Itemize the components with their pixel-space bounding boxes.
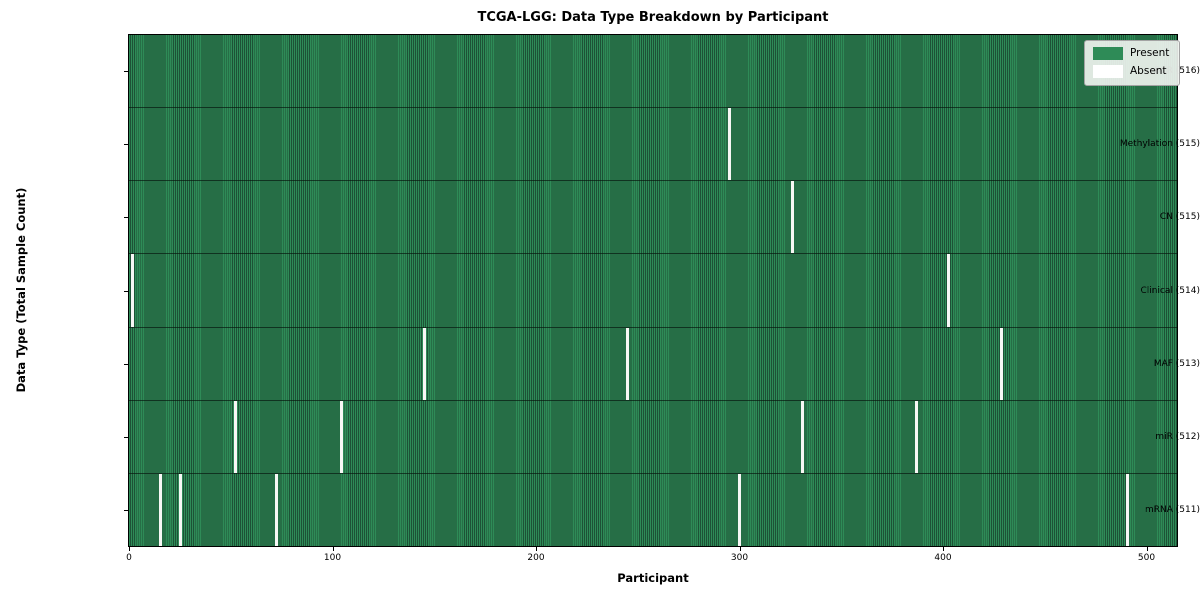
y-tick-label-Clinical: Clinical (514) — [1140, 285, 1200, 296]
absent-gap-miR-387 — [914, 400, 918, 473]
row-mRNA — [129, 472, 1177, 546]
y-tick-mark — [124, 144, 128, 145]
legend: Present Absent — [1084, 40, 1181, 86]
absent-gap-MAF-429 — [999, 327, 1003, 400]
absent-gap-miR-104 — [339, 400, 343, 473]
y-tick-label-CN: CN (515) — [1159, 212, 1200, 223]
y-tick-label-Methylation: Methylation (515) — [1119, 138, 1200, 149]
row-miR — [129, 399, 1177, 473]
x-tick-mark-100 — [332, 547, 334, 551]
x-tick-label-500: 500 — [1137, 553, 1156, 563]
absent-gap-mRNA-72 — [274, 473, 278, 546]
absent-gap-Clinical-1 — [130, 254, 134, 327]
absent-gap-CN-326 — [790, 181, 794, 254]
row-Methylation — [129, 107, 1177, 181]
y-axis-label: Data Type (Total Sample Count) — [14, 187, 28, 393]
absent-gap-miR-52 — [234, 400, 238, 473]
row-CN — [129, 180, 1177, 254]
y-tick-mark — [124, 437, 128, 438]
y-tick-label-MAF: MAF (513) — [1153, 358, 1200, 369]
x-tick-label-400: 400 — [934, 553, 952, 563]
x-tick-label-0: 0 — [126, 553, 132, 563]
absent-gap-MAF-245 — [626, 327, 630, 400]
absent-swatch — [1093, 65, 1123, 78]
x-tick-label-200: 200 — [527, 553, 545, 563]
x-axis-label: Participant — [617, 571, 689, 585]
absent-gap-mRNA-300 — [737, 473, 741, 546]
row-Clinical — [129, 253, 1177, 327]
x-tick-label-100: 100 — [323, 553, 342, 563]
absent-gap-mRNA-15 — [158, 473, 162, 546]
y-tick-label-miR: miR (512) — [1155, 432, 1200, 443]
row-BCR — [129, 35, 1177, 107]
absent-gap-mRNA-491 — [1125, 473, 1129, 546]
y-tick-mark — [124, 291, 128, 292]
y-tick-label-mRNA: mRNA (511) — [1145, 505, 1200, 516]
x-tick-mark-400 — [943, 547, 944, 551]
chart-title: TCGA-LGG: Data Type Breakdown by Partici… — [477, 10, 829, 25]
legend-label-absent: Absent — [1130, 65, 1167, 77]
y-tick-mark — [124, 217, 128, 218]
legend-label-present: Present — [1130, 47, 1170, 59]
absent-gap-Methylation-295 — [727, 108, 731, 181]
absent-gap-mRNA-25 — [179, 473, 183, 546]
absent-gap-MAF-145 — [423, 327, 426, 400]
x-tick-mark-200 — [536, 547, 537, 551]
y-tick-mark — [124, 71, 128, 72]
y-tick-mark — [124, 510, 128, 511]
present-swatch — [1093, 47, 1123, 60]
x-tick-mark-500 — [1146, 547, 1148, 551]
x-tick-label-300: 300 — [730, 553, 749, 563]
y-tick-mark — [124, 364, 128, 365]
legend-item-present: Present — [1093, 47, 1169, 60]
legend-item-absent: Absent — [1093, 65, 1169, 78]
plot-area — [128, 34, 1178, 547]
x-tick-mark-300 — [739, 547, 741, 551]
row-MAF — [129, 326, 1177, 400]
absent-gap-miR-331 — [800, 400, 804, 473]
absent-gap-Clinical-403 — [947, 254, 950, 327]
x-tick-mark-0 — [129, 547, 130, 551]
